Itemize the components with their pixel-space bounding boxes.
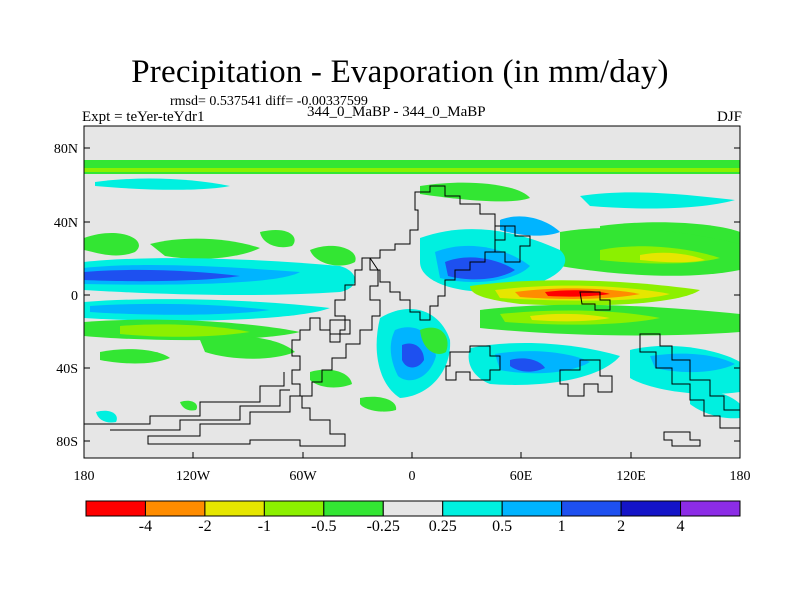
stats-line: rmsd= 0.537541 diff= -0.00337599 <box>170 94 368 109</box>
nh-patch <box>420 182 530 202</box>
lat-tick-label: 0 <box>71 289 78 304</box>
eastern-tropics <box>445 257 515 280</box>
colorbar-swatch <box>204 500 265 517</box>
south-pacific-patch <box>200 336 295 359</box>
plot-title: Precipitation - Evaporation (in mm/day) <box>131 54 669 90</box>
south-tropical-band <box>120 324 250 337</box>
south-pacific-patch <box>360 396 397 412</box>
colorbar-swatch <box>382 500 444 517</box>
colorbar-swatch <box>85 500 146 517</box>
south-pacific-patch <box>96 410 117 423</box>
antarctica-outline <box>147 395 346 447</box>
colorbar-label: -0.25 <box>366 518 400 535</box>
colorbar-label: 2 <box>617 518 626 535</box>
tropical-band <box>84 269 240 282</box>
colorbar-swatch <box>323 500 384 517</box>
australia-outline <box>639 333 740 429</box>
asia-island-outline <box>579 291 611 311</box>
south-atlantic-field <box>402 343 424 368</box>
colorbar <box>85 500 741 517</box>
south-tropical-band <box>530 313 610 322</box>
south-pacific-patch <box>690 390 740 419</box>
lon-tick-label: 120W <box>176 469 211 484</box>
indian-ocean-field <box>510 358 545 372</box>
africa-eurasia-outline <box>369 185 506 321</box>
lat-tick-label: 80S <box>56 435 78 450</box>
lon-tick-marks <box>83 452 741 458</box>
central-america-outline <box>329 319 351 335</box>
arabia-outline <box>494 225 531 263</box>
antarctica-coast-outline <box>110 389 290 431</box>
south-pacific-patch <box>180 400 198 411</box>
colorbar-swatch <box>263 500 325 517</box>
colorbar-swatch <box>620 500 682 517</box>
nh-patch <box>310 245 356 266</box>
arctic-band-inner <box>84 168 740 172</box>
contour-field <box>84 126 740 458</box>
nh-patch <box>95 178 230 190</box>
difference-label: 344_0_MaBP - 344_0_MaBP <box>307 104 486 120</box>
colorbar-swatch <box>680 500 741 517</box>
lon-tick-label: 180 <box>730 469 751 484</box>
south-pacific-patch <box>100 349 170 364</box>
colorbar-label: -1 <box>257 518 272 535</box>
nh-patch <box>84 232 139 256</box>
lat-tick-label: 80N <box>54 142 78 157</box>
madagascar-region-outline <box>559 359 613 397</box>
lon-tick-label: 60E <box>510 469 533 484</box>
antarctic-fragment-outline <box>663 431 701 447</box>
colorbar-label: 1 <box>557 518 566 535</box>
lon-tick-label: 180 <box>74 469 95 484</box>
colorbar-label: 0.5 <box>492 518 513 535</box>
southern-africa-outline <box>445 345 501 381</box>
south-pacific-patch <box>310 369 352 388</box>
antarctica-coast-outline <box>84 372 285 425</box>
nh-patch <box>260 230 295 248</box>
lat-tick-marks <box>84 147 740 442</box>
colorbar-label: -0.5 <box>311 518 337 535</box>
season-label: DJF <box>716 109 742 125</box>
colorbar-label: -2 <box>198 518 212 535</box>
colorbar-label: 0.25 <box>428 518 457 535</box>
nh-patch <box>640 252 705 263</box>
colorbar-swatch <box>561 500 622 517</box>
south-america-outline <box>291 257 381 397</box>
colorbar-swatch <box>501 500 563 517</box>
nh-patch <box>150 238 260 259</box>
colorbar-label: -4 <box>138 518 153 535</box>
colorbar-swatch <box>144 500 206 517</box>
colorbar-swatch <box>442 500 503 517</box>
lat-tick-label: 40S <box>56 362 78 377</box>
continent-outlines <box>84 185 740 447</box>
south-atlantic-field <box>420 327 448 354</box>
indian-ocean-field <box>650 353 735 373</box>
lon-tick-label: 120E <box>616 469 646 484</box>
south-tropical-band <box>90 303 270 315</box>
lon-tick-label: 0 <box>409 469 416 484</box>
nh-patch <box>580 192 735 209</box>
experiment-label: Expt = teYer-teYdr1 <box>82 109 205 125</box>
lat-tick-label: 40N <box>54 216 78 231</box>
lon-tick-label: 60W <box>289 469 317 484</box>
colorbar-label: 4 <box>676 518 685 535</box>
